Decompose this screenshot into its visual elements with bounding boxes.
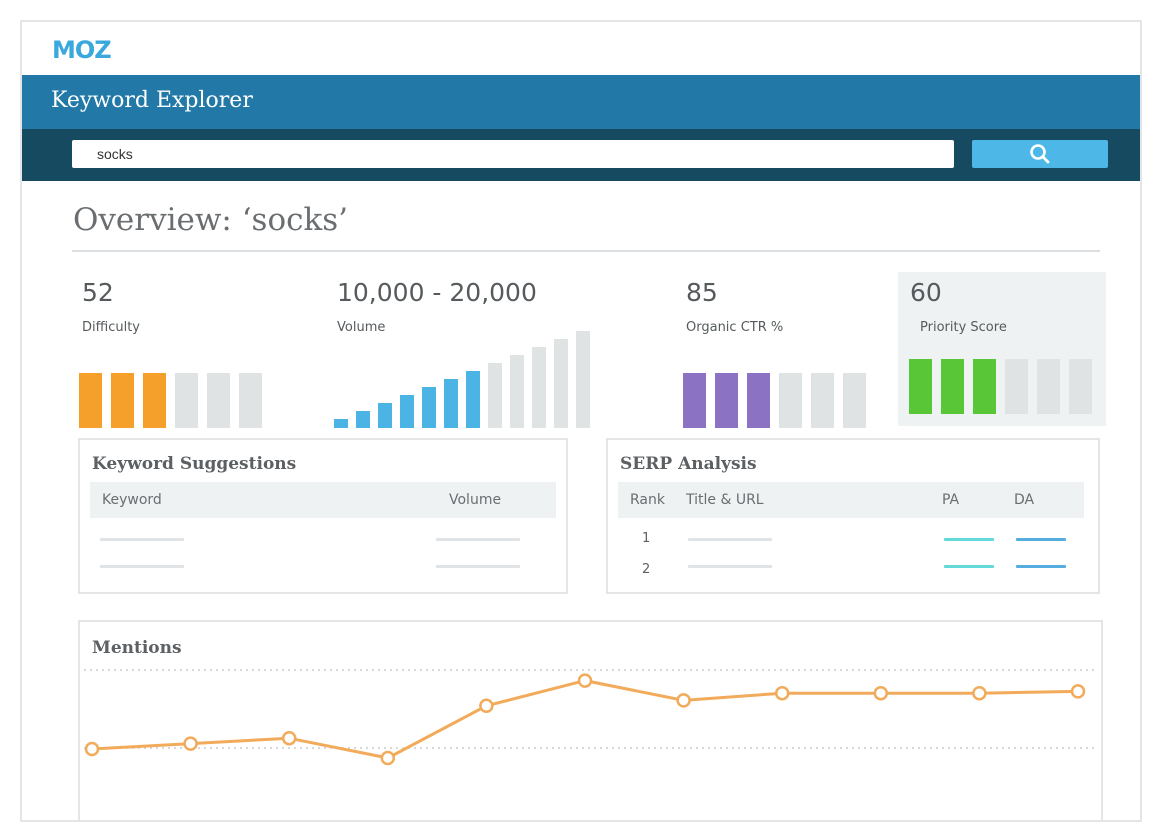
metric-volume: 10,000 - 20,000 Volume: [327, 272, 617, 428]
mentions-point: [577, 673, 593, 688]
mentions-point: [479, 698, 494, 714]
title-url-placeholder: [688, 565, 772, 568]
priority-value: 60: [910, 278, 942, 307]
ctr-value: 85: [686, 278, 718, 307]
keyword-placeholder: [100, 538, 184, 541]
da-bar: [1016, 565, 1066, 568]
da-bar: [1016, 538, 1066, 541]
search-input[interactable]: [72, 140, 954, 168]
metric-bar-filled: [941, 359, 964, 414]
mentions-chart: [84, 669, 1094, 766]
metric-bar-empty: [207, 373, 230, 428]
serp-analysis-header: Rank Title & URL PA DA: [618, 482, 1084, 518]
metric-bar-empty: [510, 355, 524, 428]
metric-bar-filled: [444, 379, 458, 428]
mentions-point: [972, 685, 987, 701]
column-title-url: Title & URL: [686, 492, 764, 508]
priority-bars: [909, 359, 1101, 414]
metric-bar-filled: [143, 373, 166, 428]
metric-difficulty: 52 Difficulty: [72, 272, 292, 428]
volume-placeholder: [436, 538, 520, 541]
metric-bar-filled: [715, 373, 738, 428]
metric-bar-empty: [1037, 359, 1060, 414]
volume-placeholder: [436, 565, 520, 568]
search-bar: [22, 129, 1140, 181]
search-icon: [1030, 144, 1050, 164]
difficulty-label: Difficulty: [82, 320, 140, 335]
search-button[interactable]: [972, 140, 1108, 168]
ctr-bars: [683, 373, 875, 428]
mentions-point: [84, 741, 100, 757]
metric-bar-filled: [356, 411, 370, 428]
metric-bar-empty: [779, 373, 802, 428]
metric-priority-score: 60 Priority Score: [898, 272, 1106, 426]
metric-organic-ctr: 85 Organic CTR %: [676, 272, 896, 428]
page-header-title: Keyword Explorer: [51, 88, 253, 113]
metric-bar-empty: [175, 373, 198, 428]
mentions-point: [774, 685, 790, 701]
moz-logo: MOZ: [52, 36, 112, 64]
metric-bar-filled: [378, 403, 392, 428]
keyword-suggestions-panel: Keyword Suggestions Keyword Volume: [78, 438, 568, 594]
metric-bar-filled: [973, 359, 996, 414]
overview-title: Overview: ‘socks’: [73, 202, 349, 238]
mentions-point: [380, 750, 396, 766]
keyword-placeholder: [100, 565, 184, 568]
ctr-label: Organic CTR %: [686, 320, 784, 335]
metric-bar-empty: [1005, 359, 1028, 414]
metric-bar-empty: [811, 373, 834, 428]
volume-bars: [334, 331, 598, 428]
metric-bar-filled: [111, 373, 134, 428]
priority-label: Priority Score: [920, 320, 1007, 335]
keyword-suggestions-header: Keyword Volume: [90, 482, 556, 518]
mentions-title: Mentions: [92, 638, 182, 658]
column-rank: Rank: [630, 492, 665, 508]
mentions-panel: Mentions: [78, 620, 1103, 820]
mentions-point: [1070, 684, 1086, 699]
pa-bar: [944, 538, 994, 541]
keyword-suggestions-title: Keyword Suggestions: [92, 454, 297, 474]
metric-bar-empty: [239, 373, 262, 428]
pa-bar: [944, 565, 994, 568]
column-volume: Volume: [449, 492, 502, 508]
column-keyword: Keyword: [102, 492, 162, 508]
metric-bar-filled: [334, 419, 348, 428]
serp-analysis-title: SERP Analysis: [620, 454, 757, 474]
metric-bar-empty: [1069, 359, 1092, 414]
metric-bar-filled: [683, 373, 706, 428]
metric-bar-filled: [400, 395, 414, 428]
difficulty-bars: [79, 373, 271, 428]
metric-bar-filled: [747, 373, 770, 428]
volume-value: 10,000 - 20,000: [337, 278, 537, 307]
title-url-placeholder: [688, 538, 772, 541]
rank-number: 1: [642, 531, 651, 546]
mentions-point: [281, 730, 297, 746]
column-pa: PA: [942, 492, 960, 508]
metric-bar-empty: [843, 373, 866, 428]
volume-label: Volume: [337, 320, 386, 335]
header-bar: Keyword Explorer: [22, 75, 1140, 129]
metric-bar-empty: [576, 331, 590, 428]
metric-bar-filled: [909, 359, 932, 414]
metric-bar-filled: [79, 373, 102, 428]
difficulty-value: 52: [82, 278, 114, 307]
mentions-point: [183, 736, 198, 751]
app-frame: MOZ Keyword Explorer Overview: ‘socks’ 5…: [20, 20, 1142, 822]
metric-bar-empty: [488, 363, 502, 428]
mentions-point: [873, 685, 889, 701]
metric-bar-empty: [554, 339, 568, 428]
rank-number: 2: [642, 562, 651, 577]
mentions-line: [91, 679, 1079, 760]
serp-analysis-panel: SERP Analysis Rank Title & URL PA DA 1 2: [606, 438, 1100, 594]
mentions-point: [676, 693, 691, 708]
metric-bar-filled: [466, 371, 480, 428]
metric-bar-filled: [422, 387, 436, 428]
metric-bar-empty: [532, 347, 546, 428]
overview-divider: [72, 250, 1100, 252]
column-da: DA: [1014, 492, 1035, 508]
